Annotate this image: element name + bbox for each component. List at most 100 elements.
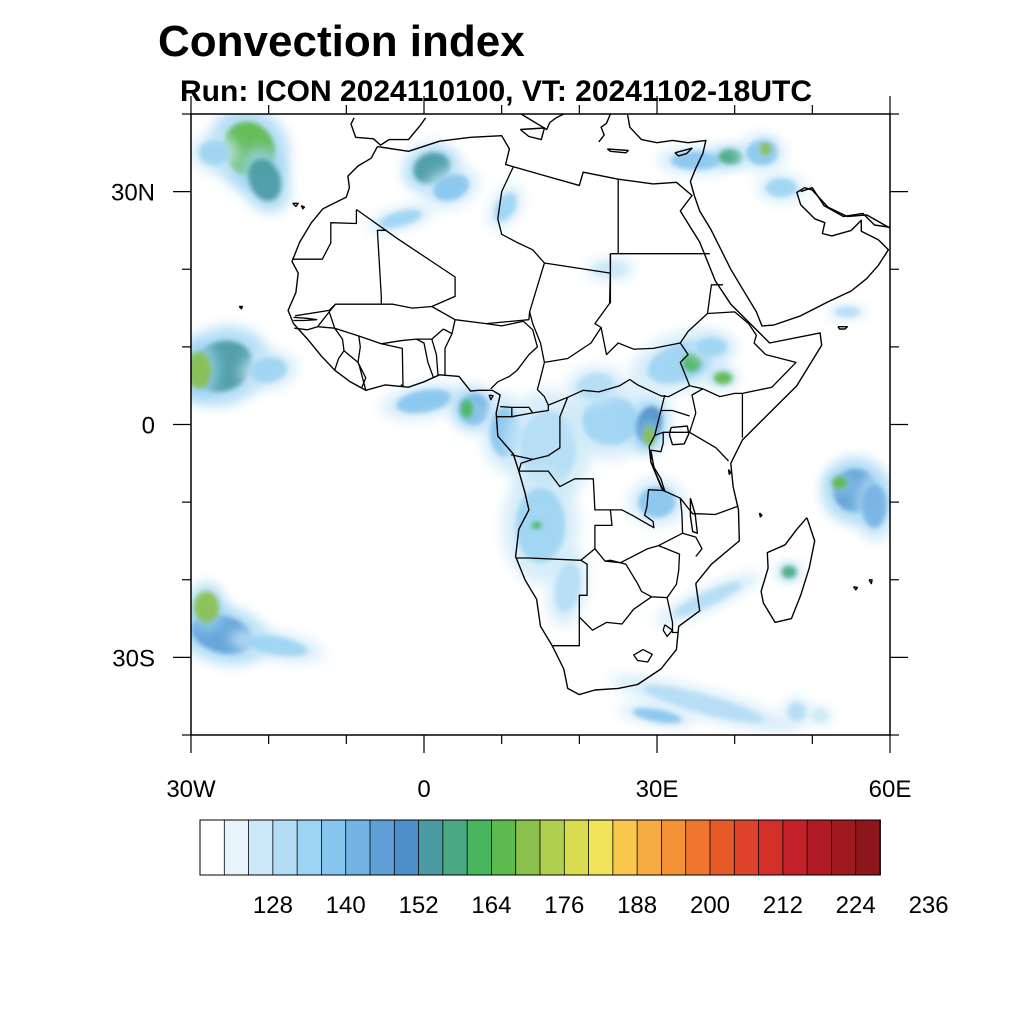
convection-core	[638, 486, 676, 518]
colorbar-swatch	[539, 819, 566, 876]
convection-patch	[756, 173, 806, 203]
colorbar-label: 128	[253, 892, 293, 919]
colorbar-swatch	[855, 819, 881, 876]
colorbar-label: 140	[326, 892, 366, 919]
colorbar-label: 164	[471, 892, 511, 919]
coastline-mauritius	[868, 579, 873, 585]
convection-patch	[609, 675, 798, 733]
coastline-arabia	[693, 187, 890, 327]
country-border	[292, 209, 358, 260]
colorbar-swatch	[733, 819, 760, 876]
country-border	[496, 407, 513, 418]
country-border	[707, 311, 750, 325]
convection-core	[554, 562, 581, 613]
coastline-greece-aegean	[598, 114, 612, 143]
convection-patch	[827, 473, 852, 493]
convection-core	[379, 209, 422, 228]
coastline-lake-malawi	[689, 497, 699, 534]
colorbar-swatch	[345, 819, 371, 876]
colorbar-swatch	[199, 819, 226, 876]
convection-patch	[528, 519, 545, 532]
colorbar-swatch	[515, 819, 541, 876]
lon-tick-label: 60E	[869, 776, 912, 803]
coastline-canary	[300, 204, 306, 210]
coastline-levant-turkey	[626, 114, 707, 196]
convection-core	[191, 351, 212, 389]
convection-patch	[756, 139, 775, 159]
convection-core	[245, 635, 308, 657]
convection-patch	[654, 572, 761, 626]
lat-tick-label: 30S	[112, 645, 155, 672]
country-border	[666, 597, 679, 634]
coastline-lake-victoria	[668, 425, 690, 446]
coastline-africa	[287, 135, 823, 696]
convection-patch	[708, 368, 738, 388]
colorbar-swatch	[636, 819, 663, 876]
coastline-bioko	[488, 394, 494, 401]
coastline-persian-east	[800, 187, 890, 228]
coastline-cyprus	[674, 147, 693, 157]
convection-core	[643, 426, 655, 447]
lat-tick-label: 30N	[111, 180, 155, 207]
page-subtitle: Run: ICON 2024110100, VT: 20241102-18UTC	[180, 75, 812, 108]
coastline-zanzibar	[727, 469, 732, 475]
colorbar-swatch	[321, 819, 347, 876]
convection-patch	[777, 562, 801, 582]
convection-core	[812, 709, 828, 722]
colorbar-swatch	[296, 819, 323, 876]
coastline-sicily	[519, 127, 546, 141]
country-border	[604, 560, 621, 564]
convection-patch	[191, 133, 239, 173]
colorbar-label: 224	[836, 892, 876, 919]
country-border	[317, 326, 345, 371]
colorbar-label: 236	[909, 892, 949, 919]
country-border	[600, 327, 703, 390]
colorbar-swatch	[661, 819, 687, 876]
country-border	[660, 409, 690, 417]
page-title: Convection index	[158, 17, 525, 66]
coastline-canary2	[292, 202, 299, 208]
convection-core	[673, 582, 742, 617]
country-border	[633, 649, 653, 663]
country-border	[688, 388, 729, 462]
convection-core	[718, 149, 744, 165]
lon-tick-label: 0	[417, 776, 430, 803]
colorbar-label: 176	[544, 892, 584, 919]
convection-core	[781, 565, 797, 579]
country-border	[662, 489, 739, 516]
country-border	[650, 432, 664, 453]
colorbar-label: 152	[399, 892, 439, 919]
country-border	[357, 335, 367, 388]
colorbar-swatch	[393, 819, 420, 876]
convection-patch	[547, 549, 588, 626]
convection-patch	[808, 705, 832, 726]
country-border	[552, 617, 580, 647]
convection-patch	[191, 341, 219, 400]
coastline-europe-south	[350, 117, 427, 146]
colorbar-label: 188	[617, 892, 657, 919]
country-border	[500, 405, 549, 414]
colorbar-swatch	[563, 819, 590, 876]
coastline-italy-greece	[520, 114, 566, 131]
country-borders	[292, 166, 797, 663]
convection-core	[632, 708, 682, 724]
convection-patch	[627, 477, 687, 527]
coastline-madagascar	[760, 517, 816, 624]
convection-core	[643, 685, 764, 723]
coastline-reunion	[852, 586, 859, 591]
colorbar-swatch	[831, 819, 857, 876]
colorbar-swatch	[248, 819, 274, 876]
convection-patch	[191, 582, 226, 632]
convection-patch	[687, 332, 736, 362]
convection-core	[670, 151, 721, 170]
lat-tick-label: 0	[142, 413, 155, 440]
country-border	[443, 328, 453, 375]
convection-patch	[457, 394, 477, 424]
convection-core	[765, 178, 797, 198]
convection-field	[191, 114, 890, 733]
colorbar-frame	[199, 819, 881, 876]
country-border	[294, 311, 330, 331]
coastlines	[238, 114, 890, 696]
country-border	[620, 544, 681, 599]
